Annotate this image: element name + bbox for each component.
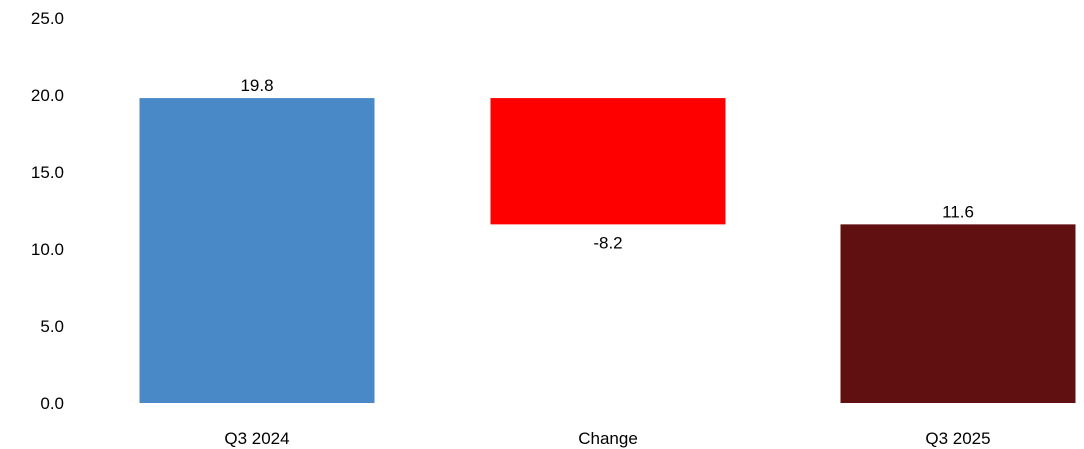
category-label: Change	[578, 429, 638, 448]
y-tick-label: 5.0	[40, 317, 64, 336]
y-tick-label: 10.0	[31, 240, 64, 259]
data-label: 11.6	[942, 202, 974, 221]
data-label: -8.2	[593, 233, 622, 252]
category-label: Q3 2025	[925, 429, 990, 448]
bar-change	[490, 98, 726, 225]
y-tick-label: 20.0	[31, 86, 64, 105]
y-tick-label: 15.0	[31, 163, 64, 182]
y-tick-label: 25.0	[31, 9, 64, 28]
data-label: 19.8	[240, 76, 273, 95]
bar-q3-2024	[139, 98, 375, 403]
category-label: Q3 2024	[224, 429, 289, 448]
bar-q3-2025	[840, 224, 1076, 403]
y-tick-label: 0.0	[40, 394, 64, 413]
